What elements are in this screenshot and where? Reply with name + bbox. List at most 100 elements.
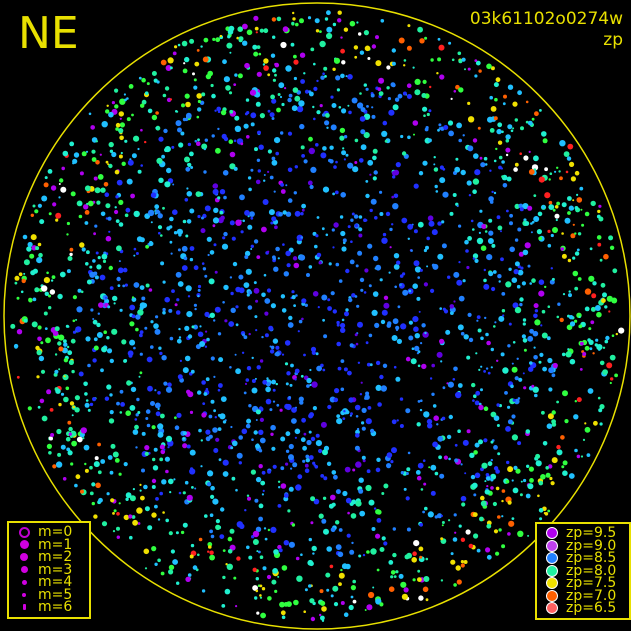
star-point <box>75 474 81 480</box>
star-point <box>390 570 396 575</box>
star-point <box>276 16 282 22</box>
star-point <box>58 402 62 407</box>
star-point <box>349 259 355 265</box>
star-point <box>182 219 187 224</box>
star-point <box>145 244 150 249</box>
star-point <box>426 418 433 425</box>
star-point <box>278 82 285 89</box>
star-point <box>340 387 345 392</box>
star-point <box>305 454 310 459</box>
star-point <box>368 333 373 338</box>
star-point <box>362 553 366 557</box>
star-point <box>263 174 266 176</box>
star-point <box>512 101 518 107</box>
star-point <box>259 437 266 444</box>
star-point <box>359 116 366 122</box>
star-point <box>492 501 497 507</box>
star-points <box>10 10 625 622</box>
star-point <box>285 184 288 187</box>
star-point <box>568 293 572 298</box>
star-point <box>510 384 514 389</box>
star-point <box>460 560 464 564</box>
star-point <box>458 224 462 228</box>
star-point <box>267 170 270 173</box>
star-point <box>472 253 479 259</box>
star-point <box>599 258 603 262</box>
star-point <box>86 202 89 205</box>
star-point <box>139 352 143 356</box>
zp-color-swatch <box>546 539 558 552</box>
star-point <box>458 524 462 528</box>
star-point <box>326 10 331 16</box>
star-point <box>440 579 444 582</box>
star-point <box>96 332 103 338</box>
star-point <box>393 365 397 369</box>
star-point <box>370 198 377 205</box>
star-point <box>390 460 394 464</box>
star-point <box>221 243 229 250</box>
star-point <box>474 258 479 263</box>
star-point <box>152 457 156 462</box>
star-point <box>135 327 139 332</box>
star-point <box>243 335 248 340</box>
star-point <box>259 113 265 119</box>
star-point <box>423 114 426 117</box>
zp-legend-row: zp=9.0 <box>543 539 623 553</box>
star-point <box>295 294 298 297</box>
star-point <box>497 122 503 128</box>
star-point <box>318 513 324 519</box>
star-point <box>436 72 439 75</box>
star-point <box>277 575 280 578</box>
star-point <box>131 314 136 319</box>
star-point <box>287 322 294 328</box>
star-point <box>379 602 384 607</box>
star-point <box>551 373 556 378</box>
star-point <box>121 161 126 166</box>
star-point <box>236 36 239 40</box>
star-point <box>48 436 51 439</box>
star-point <box>422 160 428 166</box>
star-point <box>367 159 374 166</box>
star-point <box>162 511 165 514</box>
star-point <box>236 556 241 561</box>
star-point <box>316 252 322 258</box>
star-point <box>93 337 98 342</box>
star-point <box>220 109 227 116</box>
star-point <box>277 504 282 508</box>
star-point <box>525 120 529 124</box>
star-point <box>70 462 74 466</box>
star-point <box>29 253 35 259</box>
star-point <box>212 217 220 224</box>
star-point <box>79 202 83 206</box>
star-point <box>231 236 236 241</box>
star-point <box>436 513 443 519</box>
star-point <box>272 78 276 82</box>
star-point <box>349 343 354 348</box>
star-point <box>234 125 242 132</box>
star-point <box>490 486 494 490</box>
star-point <box>341 108 347 114</box>
star-point <box>105 203 111 209</box>
star-point <box>423 576 430 582</box>
star-point <box>369 173 372 176</box>
star-point <box>282 243 285 246</box>
star-point <box>146 356 153 363</box>
star-point <box>59 271 66 278</box>
star-point <box>31 321 38 328</box>
star-point <box>310 616 316 622</box>
star-point <box>164 181 171 188</box>
star-point <box>244 382 248 385</box>
star-point <box>549 414 554 419</box>
star-point <box>598 204 602 208</box>
star-point <box>123 462 128 467</box>
star-point <box>272 568 278 574</box>
star-point <box>318 448 323 454</box>
star-point <box>308 265 313 269</box>
star-point <box>518 251 524 257</box>
star-point <box>458 87 464 93</box>
magnitude-legend-row: m=0 <box>15 525 83 539</box>
star-point <box>40 341 44 345</box>
star-point <box>255 589 259 593</box>
star-point <box>285 462 289 466</box>
star-point <box>349 20 356 27</box>
